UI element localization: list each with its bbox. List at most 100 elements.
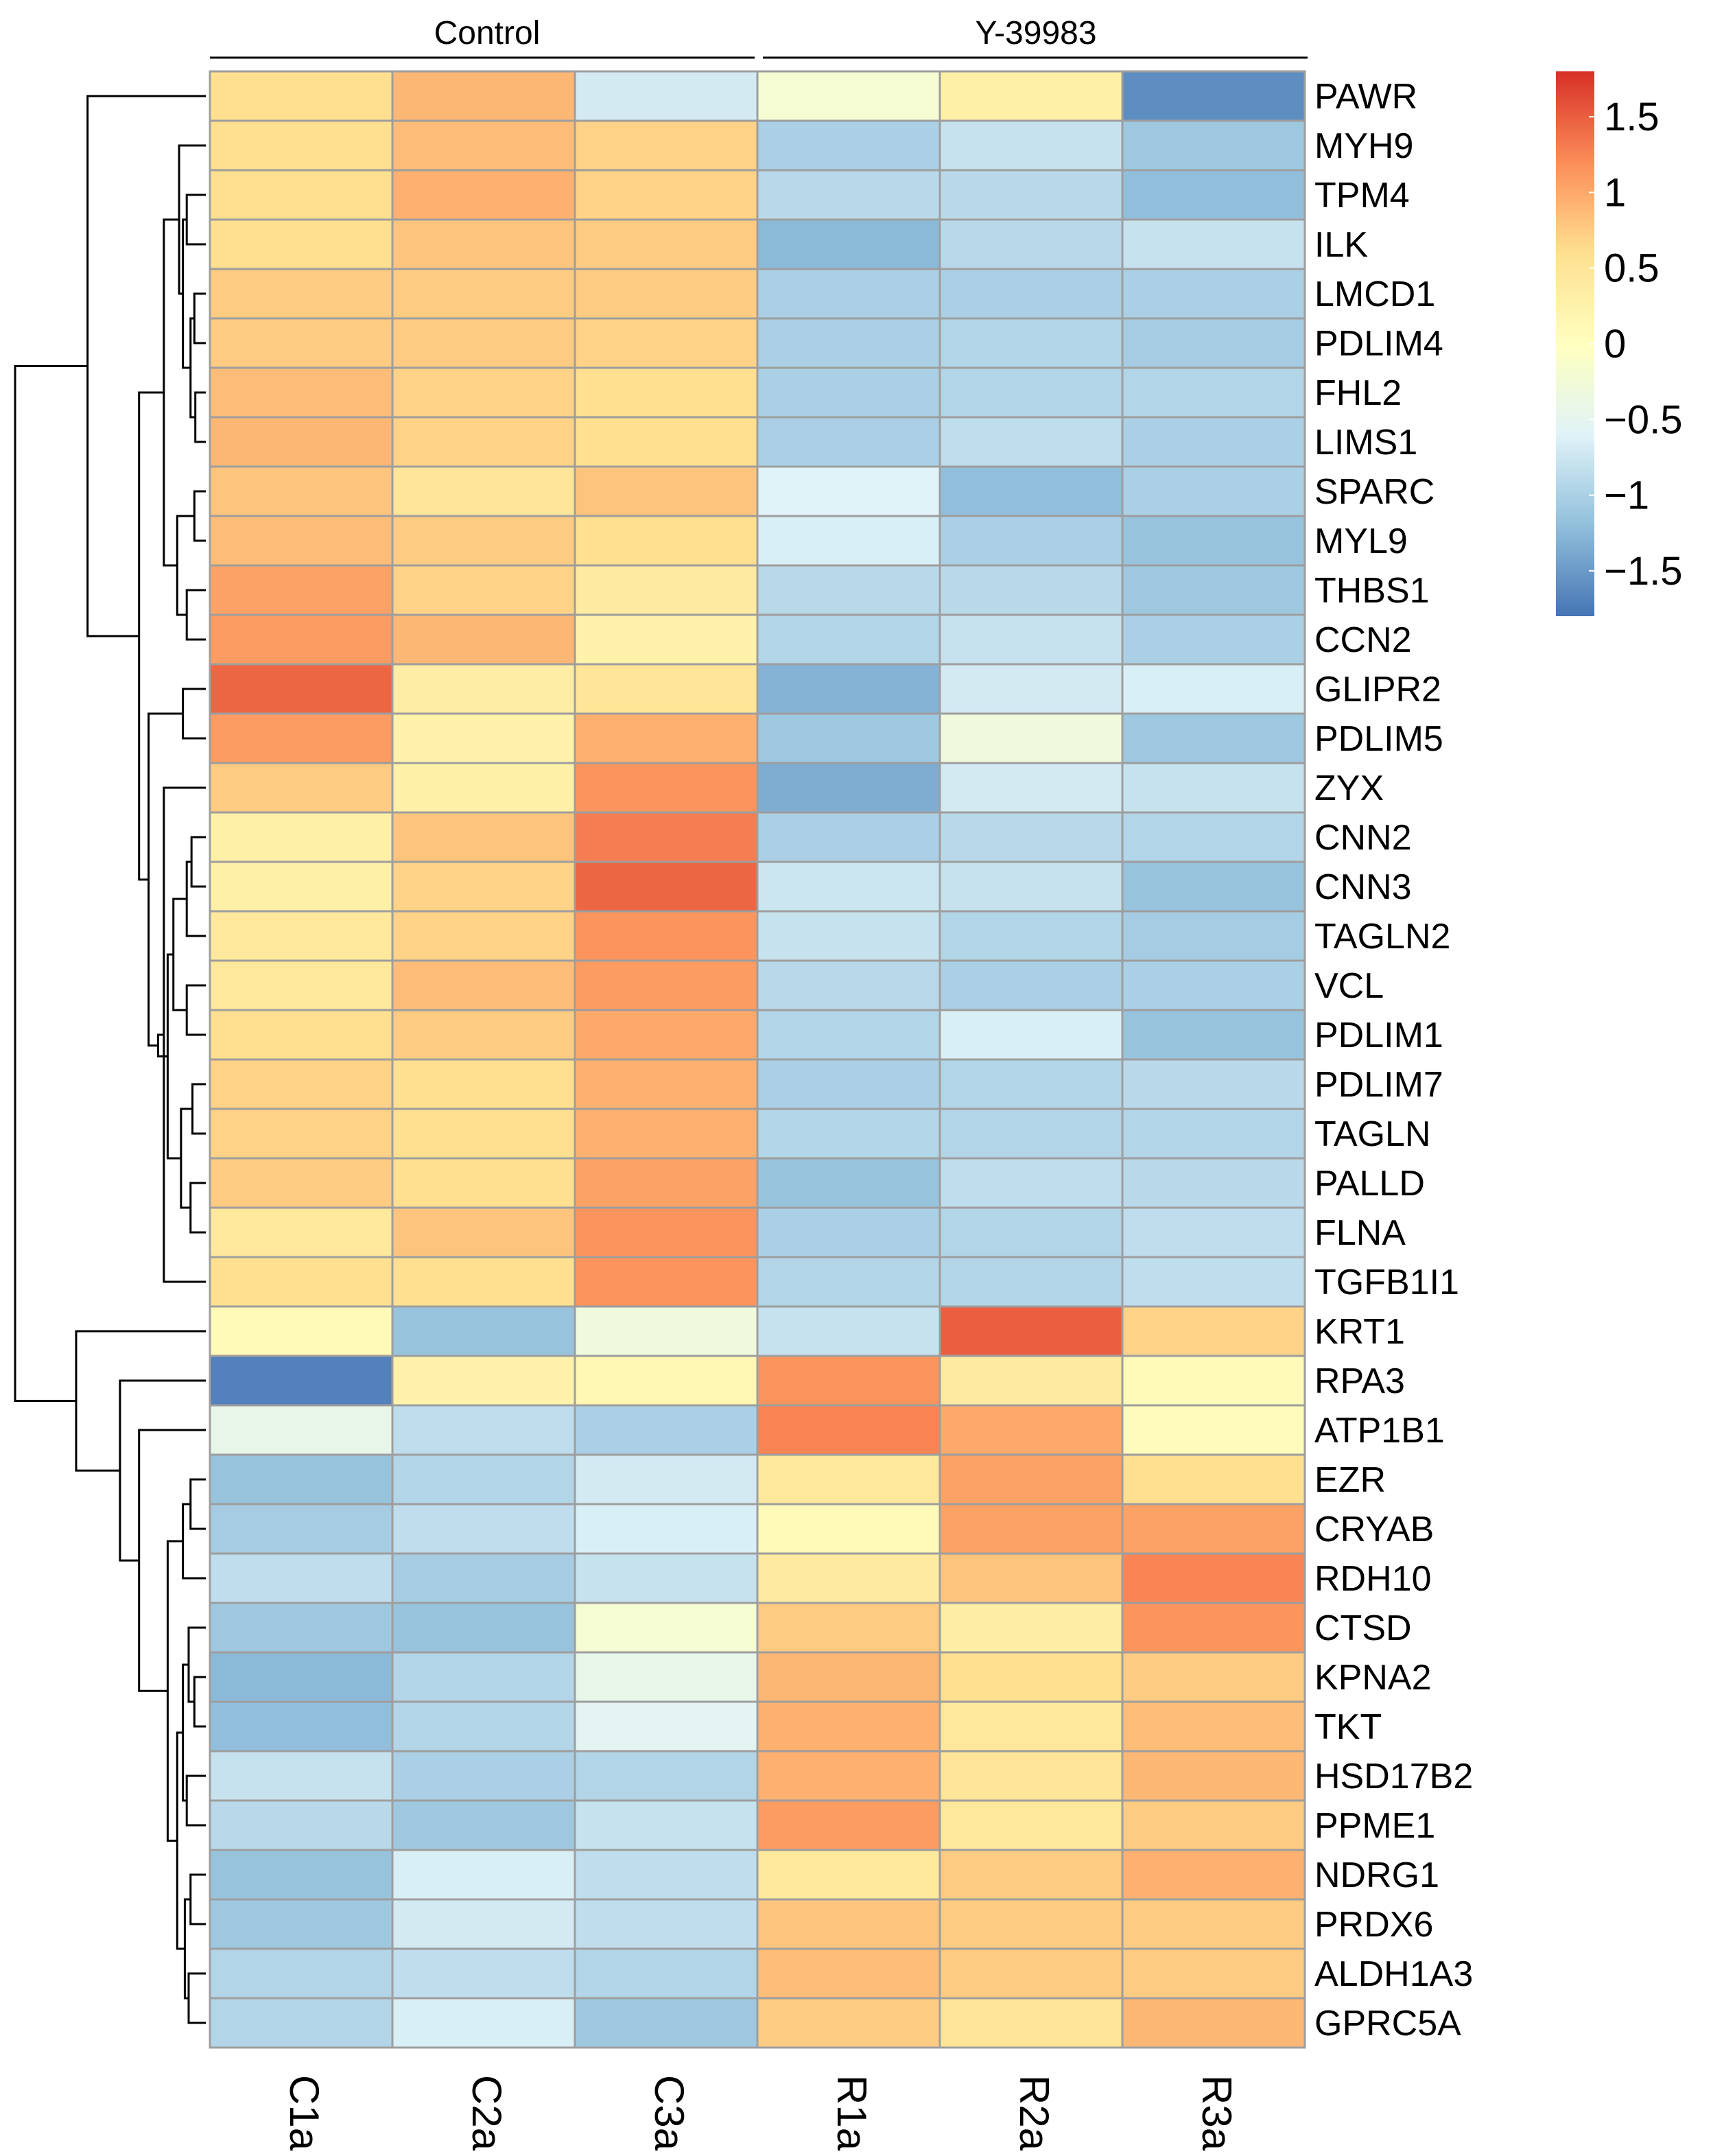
heatmap-cell [1121,317,1306,369]
heatmap-cell [1121,1602,1306,1654]
heatmap-cell [574,1305,759,1357]
row-label: TGFB1I1 [1314,1263,1459,1302]
heatmap-cell [574,366,759,419]
color-legend: 1.5 1 0.5 0 −0.5 −1 −1.5 [1556,71,1683,616]
heatmap-cell [938,1256,1124,1308]
dendrogram-link [189,1182,206,1234]
heatmap-cell [938,515,1124,567]
group-label-y39983: Y-39983 [975,15,1096,51]
heatmap-cell [574,811,759,863]
dendrogram-link [191,1083,206,1135]
column-label: C1a [281,2075,327,2151]
heatmap-cell [938,1602,1124,1654]
row-label: CCN2 [1314,620,1412,660]
heatmap-cell [209,1256,394,1308]
heatmap-cell [938,1108,1124,1160]
heatmap-cell [1121,1009,1306,1061]
heatmap-cell [1121,1552,1306,1604]
dendrogram-link [182,688,206,740]
heatmap-cell [574,1206,759,1258]
heatmap-cell [209,317,394,369]
dendrogram-link [187,1626,206,1703]
heatmap-cell [574,465,759,517]
row-label: KRT1 [1314,1312,1405,1352]
heatmap-cell [1121,1898,1306,1950]
heatmap-cell [756,663,941,715]
row-label: GPRC5A [1314,2004,1461,2043]
heatmap-cell [756,1750,941,1802]
heatmap-cell [209,1602,394,1654]
heatmap-cell [1121,1799,1306,1851]
heatmap-cell [574,663,759,715]
heatmap-cell [1121,1404,1306,1456]
heatmap-cell [209,1355,394,1407]
heatmap-cell [209,1799,394,1851]
heatmap-cell [574,1503,759,1555]
heatmap-cell [391,1651,576,1703]
row-label: ILK [1314,225,1368,265]
heatmap-cell [209,1058,394,1110]
row-label: KPNA2 [1314,1658,1432,1698]
heatmap-cell [938,663,1124,715]
heatmap-cell [1121,218,1306,270]
heatmap-cell [391,613,576,666]
heatmap-cell [1121,1256,1306,1308]
heatmap-cell [938,613,1124,666]
heatmap-cell [209,1503,394,1555]
heatmap-cell [1121,860,1306,913]
heatmap-cell [756,465,941,517]
heatmap-cell [938,1157,1124,1209]
heatmap-cell [391,416,576,468]
column-label: R3a [1194,2075,1240,2151]
dendrogram-link [147,712,183,1047]
row-label: CTSD [1314,1608,1412,1648]
heatmap-cell [209,268,394,320]
heatmap-cell [209,910,394,962]
heatmap-cell [209,218,394,270]
heatmap-cell [938,465,1124,517]
heatmap-cell [391,1256,576,1308]
heatmap-cell [209,1108,394,1160]
dendrogram-link [86,95,206,637]
heatmap-cell [574,1799,759,1851]
heatmap-cell [209,762,394,814]
heatmap-cell [574,1898,759,1950]
heatmap-cell [756,317,941,369]
heatmap-cell [209,712,394,764]
heatmap-cell [574,1997,759,2049]
heatmap-cell [391,1355,576,1407]
heatmap-cell [391,1206,576,1258]
heatmap-cell [756,1206,941,1258]
heatmap-cell [756,1305,941,1357]
row-label: RPA3 [1314,1361,1405,1401]
heatmap-cell [1121,70,1306,122]
heatmap-cell [574,1602,759,1654]
heatmap-cell [938,1947,1124,2000]
heatmap-cell [1121,1453,1306,1505]
dendrogram-link [163,218,180,567]
row-labels: PAWR MYH9 TPM4 ILK LMCD1 PDLIM4 FHL2 LIMS1 SPARC… [1314,77,1473,2043]
heatmap-cell [1121,1108,1306,1160]
heatmap-cell [1121,465,1306,517]
heatmap-cell [938,811,1124,863]
heatmap-cell [209,1997,394,2049]
row-label: ATP1B1 [1314,1411,1445,1451]
heatmap-cell [938,1849,1124,1901]
heatmap-cell [938,762,1124,814]
legend-color-bar [1556,71,1594,616]
legend-tick-label: −1.5 [1604,549,1683,594]
heatmap-cell [938,1453,1124,1505]
heatmap-cell [574,1552,759,1604]
heatmap-cell [756,1157,941,1209]
legend-tick-label: 1.5 [1604,95,1660,139]
dendrogram-link [187,1972,206,2024]
heatmap-cell [209,564,394,616]
legend-tick-label: 0.5 [1604,246,1660,291]
heatmap-cell [756,860,941,913]
row-label: TAGLN2 [1314,917,1450,957]
heatmap-cell [938,860,1124,913]
dendrogram-link [14,364,88,1403]
heatmap-cell [756,762,941,814]
heatmap-cell [756,70,941,122]
